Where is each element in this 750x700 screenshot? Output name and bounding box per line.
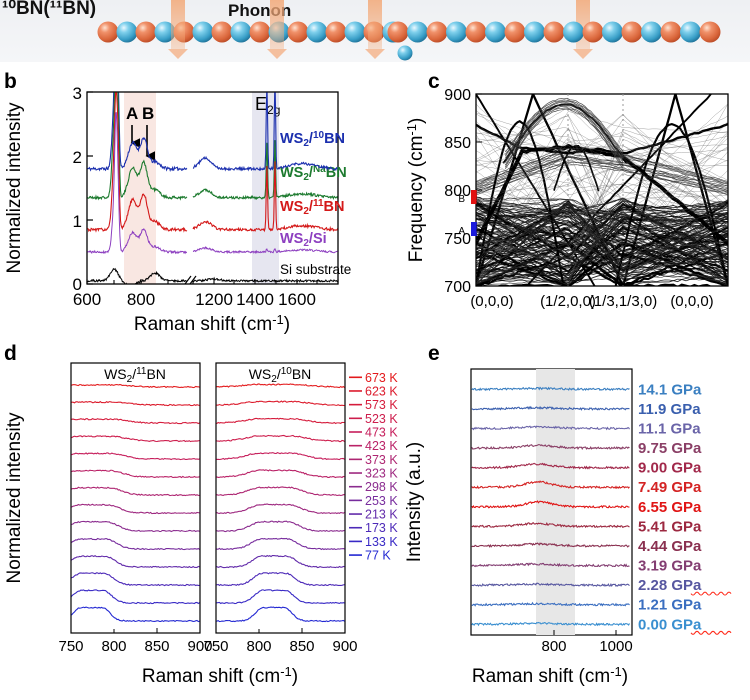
svg-text:WS2/11BN: WS2/11BN (280, 198, 344, 217)
svg-text:800: 800 (101, 638, 126, 655)
svg-text:1200: 1200 (195, 290, 233, 309)
svg-text:800: 800 (246, 638, 271, 655)
svg-text:WS2/NaBN: WS2/NaBN (280, 164, 347, 183)
svg-text:WS2/10BN: WS2/10BN (280, 130, 345, 149)
svg-text:11.9 GPa: 11.9 GPa (638, 401, 701, 418)
svg-text:77 K: 77 K (365, 549, 391, 563)
svg-text:5.41 GPa: 5.41 GPa (638, 518, 702, 535)
svg-text:WS2/11BN: WS2/11BN (104, 366, 166, 385)
svg-text:750: 750 (58, 638, 83, 655)
svg-text:523 K: 523 K (365, 412, 398, 426)
svg-text:(1/2,0,0): (1/2,0,0) (540, 293, 596, 310)
svg-text:473 K: 473 K (365, 426, 398, 440)
svg-text:11.1 GPa: 11.1 GPa (638, 420, 701, 437)
svg-text:WS2/Si: WS2/Si (280, 231, 327, 249)
svg-text:(0,0,0): (0,0,0) (470, 293, 513, 310)
svg-text:850: 850 (144, 638, 169, 655)
svg-text:700: 700 (444, 279, 471, 296)
svg-text:Raman shift (cm-1): Raman shift (cm-1) (472, 664, 628, 687)
svg-text:323 K: 323 K (365, 467, 398, 481)
svg-text:253 K: 253 K (365, 494, 398, 508)
svg-text:850: 850 (444, 135, 471, 152)
svg-text:WS2/10BN: WS2/10BN (249, 366, 312, 385)
svg-text:573 K: 573 K (365, 398, 398, 412)
svg-text:850: 850 (289, 638, 314, 655)
svg-text:3.19 GPa: 3.19 GPa (638, 558, 702, 575)
svg-text:133 K: 133 K (365, 535, 398, 549)
svg-text:1600: 1600 (278, 290, 316, 309)
svg-text:B: B (142, 104, 154, 123)
svg-text:173 K: 173 K (365, 521, 398, 535)
svg-text:Raman shift (cm-1): Raman shift (cm-1) (134, 312, 290, 335)
svg-text:423 K: 423 K (365, 439, 398, 453)
svg-text:2: 2 (73, 148, 82, 167)
svg-text:1400: 1400 (236, 290, 274, 309)
svg-text:Intensity (a.u.): Intensity (a.u.) (404, 442, 425, 562)
svg-text:673 K: 673 K (365, 371, 398, 385)
svg-text:1: 1 (73, 212, 82, 231)
svg-text:800: 800 (127, 290, 155, 309)
svg-text:0.00 GPa: 0.00 GPa (638, 616, 702, 633)
svg-text:B: B (458, 194, 465, 205)
svg-text:800: 800 (541, 638, 566, 655)
svg-text:A: A (126, 104, 138, 123)
svg-text:600: 600 (73, 290, 101, 309)
svg-text:2.28 GPa: 2.28 GPa (638, 577, 702, 594)
svg-text:Raman shift (cm-1): Raman shift (cm-1) (142, 664, 298, 687)
svg-text:Frequency (cm-1): Frequency (cm-1) (404, 118, 427, 263)
svg-text:Normalized intensity: Normalized intensity (4, 102, 25, 274)
svg-text:373 K: 373 K (365, 453, 398, 467)
svg-text:14.1 GPa: 14.1 GPa (638, 381, 702, 398)
svg-text:9.75 GPa: 9.75 GPa (638, 440, 702, 457)
svg-text:1000: 1000 (599, 638, 632, 655)
svg-text:750: 750 (203, 638, 228, 655)
svg-text:Normalized intensity: Normalized intensity (4, 412, 25, 584)
svg-text:¹⁰BN(¹¹BN): ¹⁰BN(¹¹BN) (2, 0, 96, 19)
svg-text:298 K: 298 K (365, 480, 398, 494)
svg-text:623 K: 623 K (365, 384, 398, 398)
svg-text:4.44 GPa: 4.44 GPa (638, 538, 702, 555)
svg-text:3: 3 (73, 84, 82, 103)
svg-text:9.00 GPa: 9.00 GPa (638, 460, 702, 477)
svg-text:(0,0,0): (0,0,0) (670, 293, 713, 310)
svg-text:213 K: 213 K (365, 508, 398, 522)
svg-text:6.55 GPa: 6.55 GPa (638, 499, 702, 516)
svg-text:Si substrate: Si substrate (280, 262, 351, 277)
svg-text:900: 900 (332, 638, 357, 655)
svg-text:900: 900 (444, 87, 471, 104)
svg-text:1.21 GPa: 1.21 GPa (638, 597, 702, 614)
svg-text:(1/3,1/3,0): (1/3,1/3,0) (589, 293, 657, 310)
svg-text:7.49 GPa: 7.49 GPa (638, 479, 702, 496)
svg-text:A: A (458, 226, 465, 237)
